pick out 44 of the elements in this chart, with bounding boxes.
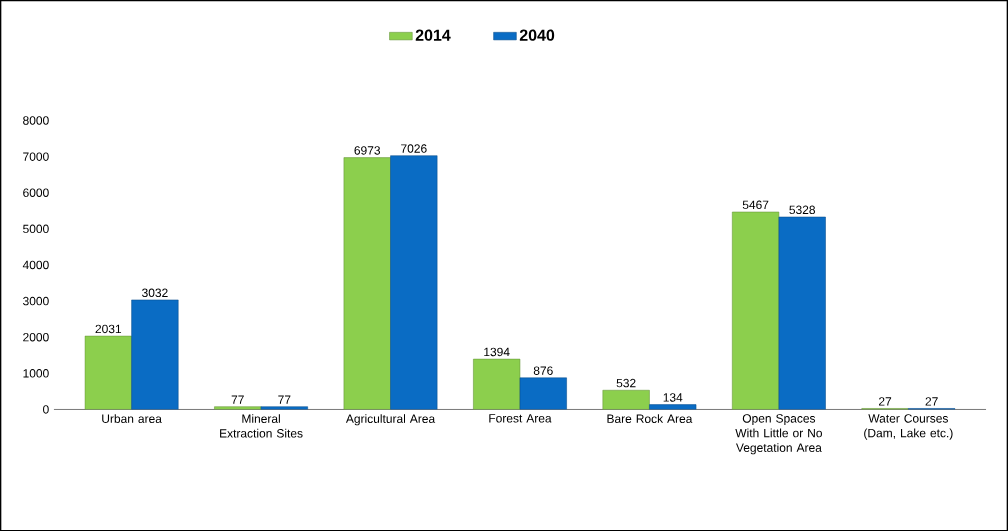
data-label: 27 xyxy=(879,397,892,406)
x-tick-label: Urban area xyxy=(102,414,162,423)
bar xyxy=(390,155,438,410)
data-label: 77 xyxy=(231,395,244,404)
bar xyxy=(519,377,567,410)
bar xyxy=(84,335,132,410)
data-label: 2031 xyxy=(95,324,122,334)
legend-label: 2014 xyxy=(415,29,451,41)
data-label: 77 xyxy=(278,395,291,404)
data-label: 532 xyxy=(616,378,636,388)
y-tick-label: 7000 xyxy=(23,152,49,161)
bar xyxy=(131,299,179,410)
x-tick-label: Water Courses (Dam, Lake etc.) xyxy=(864,414,953,440)
data-label: 5467 xyxy=(742,200,769,209)
legend-label: 2040 xyxy=(519,29,555,41)
bar xyxy=(778,216,826,410)
y-tick-label: 6000 xyxy=(23,188,49,197)
bar xyxy=(343,157,391,410)
data-label: 27 xyxy=(925,397,938,406)
x-tick-label: Bare Rock Area xyxy=(607,414,693,423)
y-tick-label: 4000 xyxy=(22,260,49,270)
y-tick-label: 0 xyxy=(43,405,49,414)
data-label: 7026 xyxy=(401,144,427,153)
x-tick-label: Open Spaces With Little or No Vegetation Area xyxy=(735,414,822,455)
data-label: 5328 xyxy=(789,205,815,214)
bar xyxy=(649,404,697,410)
bar xyxy=(260,406,308,410)
bar xyxy=(602,389,650,410)
y-tick-label: 5000 xyxy=(23,224,49,233)
y-tick-label: 8000 xyxy=(23,116,49,125)
y-tick-label: 2000 xyxy=(23,332,49,342)
data-label: 1394 xyxy=(484,347,510,357)
x-tick-label: Mineral Extraction Sites xyxy=(220,414,303,438)
x-tick-label: Forest Area xyxy=(489,414,552,423)
bar xyxy=(473,358,521,410)
y-tick-label: 1000 xyxy=(23,368,49,378)
x-tick-label: Agricultural Area xyxy=(345,414,436,426)
data-label: 3032 xyxy=(142,288,168,297)
bar xyxy=(214,406,262,410)
bar xyxy=(732,211,780,410)
y-tick-label: 3000 xyxy=(23,296,49,306)
data-label: 6973 xyxy=(354,146,381,155)
data-label: 134 xyxy=(663,393,683,402)
data-label: 876 xyxy=(533,366,553,375)
